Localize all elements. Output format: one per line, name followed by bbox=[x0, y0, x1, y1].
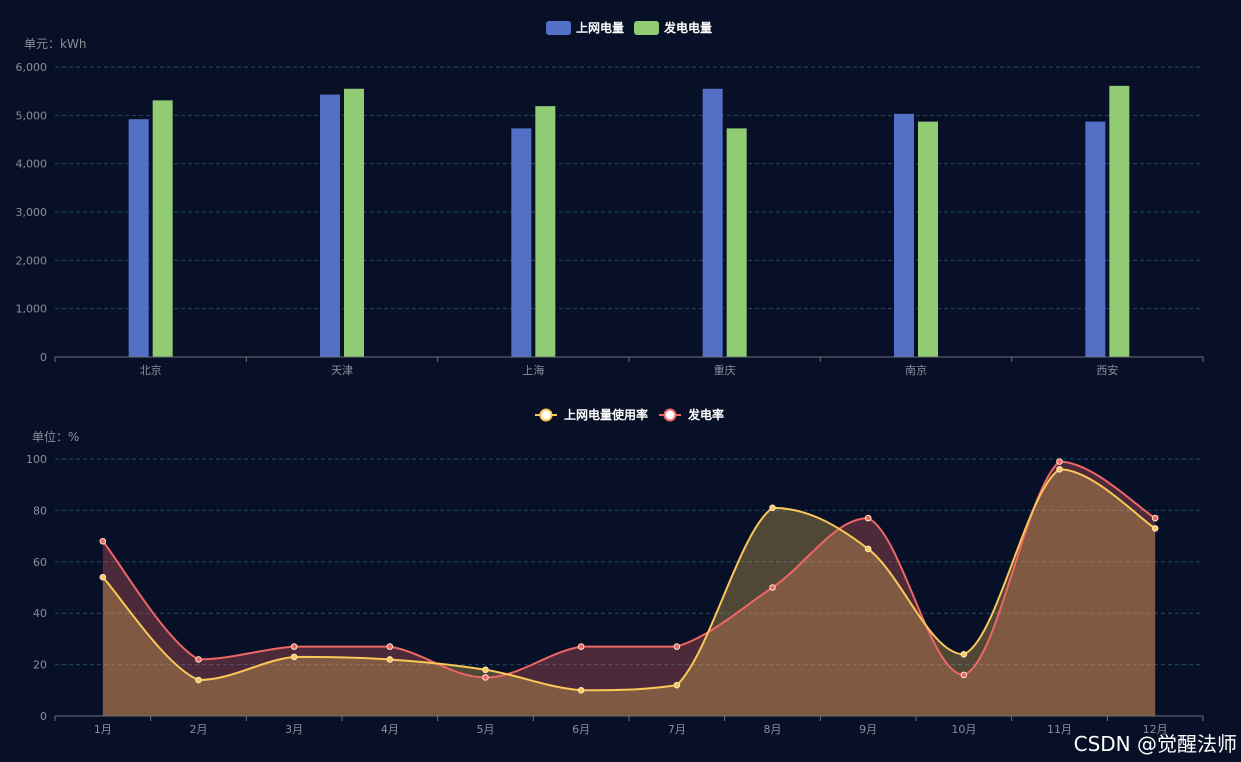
bar-x-tick-label: 南京 bbox=[905, 363, 927, 377]
bar-grid-power bbox=[1085, 121, 1106, 357]
bar-x-tick-label: 重庆 bbox=[714, 363, 736, 377]
area-chart-legend[interactable]: 上网电量使用率 发电率 bbox=[535, 407, 724, 422]
area-fill-usage-rate bbox=[102, 469, 1156, 716]
legend-label-grid-power: 上网电量 bbox=[576, 20, 624, 35]
data-point-generation-rate bbox=[673, 643, 681, 650]
bar-grid-power bbox=[894, 113, 914, 357]
data-point-usage-rate bbox=[482, 666, 489, 674]
legend-label-generated-power: 发电电量 bbox=[663, 20, 712, 35]
area-chart-unit-label: 单位：% bbox=[32, 429, 79, 444]
bar-chart-unit-label: 单元：kWh bbox=[24, 37, 86, 51]
area-x-tick-label: 10月 bbox=[951, 723, 976, 736]
bar-y-tick-label: 6,000 bbox=[16, 61, 48, 74]
area-x-tick-label: 8月 bbox=[764, 723, 782, 736]
legend-label-usage-rate: 上网电量使用率 bbox=[564, 407, 648, 422]
bar-grid-power bbox=[320, 94, 340, 358]
legend-marker-usage-rate bbox=[539, 408, 553, 422]
bar-y-tick-label: 4,000 bbox=[16, 158, 48, 171]
area-x-tick-label: 4月 bbox=[381, 723, 399, 736]
data-point-generation-rate bbox=[386, 643, 394, 650]
area-chart-x-axis: 1月 2月 3月 4月 5月 6月 7月 8月 9月 10月 11月 12月 bbox=[54, 716, 1204, 736]
area-x-tick-label: 3月 bbox=[285, 723, 303, 736]
data-point-generation-rate bbox=[1056, 458, 1063, 465]
bar-generated-power bbox=[1109, 85, 1130, 357]
data-point-generation-rate bbox=[769, 584, 776, 591]
data-point-usage-rate bbox=[99, 573, 107, 581]
area-y-tick-label: 20 bbox=[33, 659, 47, 672]
area-fill-generation-rate bbox=[102, 461, 1156, 716]
area-x-tick-label: 12月 bbox=[1143, 723, 1168, 736]
bar-generated-power bbox=[726, 128, 747, 357]
legend-swatch-grid-power bbox=[546, 21, 571, 35]
data-point-generation-rate bbox=[99, 537, 107, 545]
data-point-generation-rate bbox=[195, 656, 202, 663]
bar-grid-power bbox=[511, 128, 532, 357]
area-x-tick-label: 5月 bbox=[477, 723, 495, 736]
bar-generated-power bbox=[152, 100, 173, 357]
legend-swatch-generated-power bbox=[634, 21, 659, 35]
bar-chart-y-axis: 0 1,000 2,000 3,000 4,000 5,000 6,000 bbox=[16, 61, 48, 364]
data-point-usage-rate bbox=[769, 504, 776, 512]
bar-x-tick-label: 北京 bbox=[140, 363, 162, 377]
area-y-tick-label: 80 bbox=[33, 504, 47, 517]
bar-y-tick-label: 1,000 bbox=[16, 303, 48, 316]
data-point-generation-rate bbox=[1151, 514, 1159, 522]
area-x-tick-label: 9月 bbox=[859, 723, 877, 736]
data-point-generation-rate bbox=[864, 514, 872, 522]
data-point-generation-rate bbox=[290, 643, 298, 650]
grid-power-bar-chart: 上网电量 发电电量 单元：kWh 0 1,000 2,000 3,000 4,000 5,… bbox=[16, 20, 1204, 377]
area-y-tick-label: 100 bbox=[26, 453, 47, 466]
data-point-usage-rate bbox=[577, 687, 585, 694]
bar-generated-power bbox=[344, 88, 364, 357]
bar-generated-power bbox=[918, 121, 938, 357]
area-x-tick-label: 1月 bbox=[94, 723, 112, 736]
usage-rate-area-chart: 上网电量使用率 发电率 单位：% 0 20 40 60 80 100 1月 2月 3月 4月 5月… bbox=[26, 407, 1204, 736]
bar-y-tick-label: 5,000 bbox=[16, 109, 48, 122]
bar-generated-power bbox=[535, 106, 556, 358]
data-point-usage-rate bbox=[386, 656, 394, 663]
area-x-tick-label: 2月 bbox=[190, 723, 208, 736]
data-point-usage-rate bbox=[673, 681, 681, 689]
area-y-tick-label: 0 bbox=[40, 710, 47, 723]
data-point-usage-rate bbox=[1151, 525, 1159, 532]
legend-marker-generation-rate bbox=[663, 408, 677, 422]
bar-y-tick-label: 3,000 bbox=[16, 206, 48, 219]
area-x-tick-label: 7月 bbox=[668, 723, 686, 736]
bar-x-tick-label: 西安 bbox=[1096, 363, 1118, 377]
data-point-generation-rate bbox=[482, 674, 489, 681]
data-point-usage-rate bbox=[195, 676, 202, 684]
area-x-tick-label: 6月 bbox=[572, 723, 590, 736]
bar-y-tick-label: 0 bbox=[40, 351, 47, 364]
area-chart-fills bbox=[102, 461, 1156, 716]
area-y-tick-label: 60 bbox=[33, 556, 47, 569]
data-point-usage-rate bbox=[960, 651, 968, 658]
bar-chart-gridlines bbox=[55, 66, 1203, 310]
area-chart-gridlines bbox=[55, 458, 1203, 666]
bar-x-tick-label: 上海 bbox=[522, 363, 544, 377]
area-x-tick-label: 11月 bbox=[1047, 723, 1072, 736]
data-point-usage-rate bbox=[1056, 465, 1063, 473]
area-chart-y-axis: 0 20 40 60 80 100 bbox=[26, 453, 47, 723]
area-chart-points bbox=[99, 458, 1159, 694]
bar-chart-legend[interactable]: 上网电量 发电电量 bbox=[546, 20, 712, 35]
bar-grid-power bbox=[702, 88, 723, 357]
bar-chart-x-axis: 北京 天津 上海 重庆 南京 西安 bbox=[54, 357, 1204, 377]
legend-label-generation-rate: 发电率 bbox=[687, 407, 724, 422]
watermark: CSDN @觉醒法师 bbox=[1074, 732, 1237, 756]
bar-y-tick-label: 2,000 bbox=[16, 254, 48, 267]
data-point-usage-rate bbox=[864, 545, 872, 553]
area-y-tick-label: 40 bbox=[33, 607, 47, 620]
data-point-usage-rate bbox=[290, 653, 298, 661]
data-point-generation-rate bbox=[577, 643, 585, 650]
data-point-generation-rate bbox=[960, 671, 968, 679]
bar-grid-power bbox=[128, 119, 149, 357]
bar-chart-bars bbox=[128, 85, 1130, 358]
bar-x-tick-label: 天津 bbox=[331, 364, 353, 377]
